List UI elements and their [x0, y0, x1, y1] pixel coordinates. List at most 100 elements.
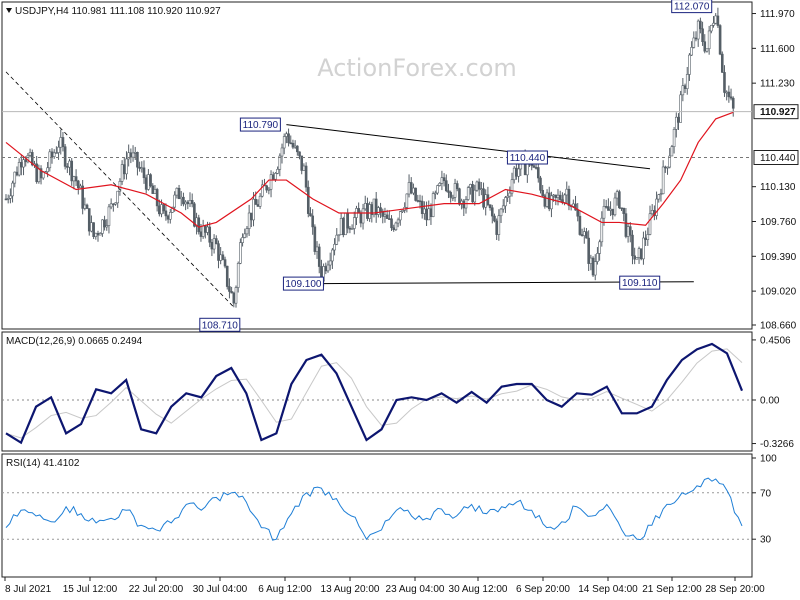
current-price-label: 110.927: [760, 107, 796, 118]
candle-body: [20, 162, 23, 168]
candle-body: [729, 96, 733, 99]
candle-body: [434, 192, 437, 195]
candle-body: [129, 152, 133, 158]
candle-body: [204, 225, 207, 233]
candle-body: [567, 188, 571, 206]
candle-body: [475, 181, 479, 191]
candle-body: [158, 205, 161, 215]
candle-body: [582, 231, 586, 236]
collapse-triangle-icon[interactable]: [6, 8, 12, 13]
candle-body: [188, 200, 192, 205]
time-axis-label: 30 Jul 04:00: [193, 584, 248, 595]
candle-body: [694, 37, 698, 40]
candle-body: [149, 174, 152, 187]
candle-body: [495, 220, 498, 235]
time-axis-label: 21 Sep 12:00: [642, 584, 702, 595]
candle-body: [648, 213, 652, 235]
candle-body: [92, 222, 95, 237]
candle-body: [4, 198, 8, 201]
candle-body: [138, 166, 141, 169]
candle-body: [116, 190, 120, 204]
candle-body: [631, 234, 634, 257]
candle-body: [166, 215, 170, 220]
candle-body: [598, 241, 601, 254]
macd-axis-label: 0.00: [760, 396, 780, 407]
macd-axis-label: 0.4506: [760, 335, 791, 346]
candle-body: [366, 203, 369, 219]
candle-body: [30, 152, 34, 166]
candle-body: [683, 85, 687, 89]
candle-body: [572, 203, 575, 207]
candle-body: [81, 185, 84, 209]
candle-body: [225, 265, 229, 287]
candle-body: [258, 195, 262, 207]
candle-body: [674, 116, 678, 130]
time-axis-label: 13 Aug 20:00: [321, 584, 380, 595]
candle-body: [449, 192, 452, 198]
candle-body: [306, 186, 310, 214]
candle-body: [377, 207, 380, 215]
candle-body: [589, 257, 593, 264]
candle-body: [289, 142, 293, 145]
candle-body: [175, 187, 179, 196]
candle-body: [657, 194, 661, 200]
macd-title: MACD(12,26,9) 0.0665 0.2494: [6, 336, 143, 347]
candle-body: [701, 28, 704, 43]
candle-body: [63, 146, 67, 167]
candle-body: [59, 137, 63, 148]
candle-body: [245, 228, 249, 235]
level-price-tag: [753, 150, 799, 166]
candle-body: [333, 243, 336, 251]
candle-body: [690, 47, 693, 56]
candle-body: [125, 158, 128, 175]
candle-body: [659, 193, 663, 196]
candle-body: [57, 146, 60, 153]
rsi-axis-label: 30: [760, 535, 772, 546]
candle-body: [635, 257, 639, 260]
candle-body: [219, 254, 222, 261]
candle-body: [622, 207, 626, 214]
candle-body: [144, 177, 148, 190]
candle-body: [282, 136, 286, 149]
candle-body: [94, 232, 98, 237]
candle-body: [232, 292, 236, 304]
candle-body: [46, 167, 49, 173]
annotation-box: [282, 276, 324, 291]
candle-body: [254, 198, 258, 205]
candle-body: [547, 192, 551, 210]
candle-body: [600, 217, 604, 243]
candle-body: [383, 214, 387, 217]
candle-body: [13, 171, 17, 184]
candle-body: [186, 201, 190, 205]
candle-body: [626, 226, 630, 237]
candle-body: [504, 197, 507, 207]
candle-body: [666, 166, 669, 169]
level-price-label: 110.440: [760, 153, 796, 164]
candle-body: [107, 206, 111, 226]
candle-body: [171, 206, 174, 213]
candle-body: [153, 189, 157, 194]
candle-body: [37, 168, 41, 183]
candle-body: [508, 192, 512, 197]
candle-body: [173, 194, 176, 208]
candle-body: [337, 234, 341, 237]
candle-body: [206, 226, 209, 233]
candle-body: [469, 184, 472, 188]
price-axis-label: 110.130: [760, 182, 796, 193]
candle-body: [182, 196, 185, 205]
candle-body: [112, 203, 115, 206]
candle-body: [193, 203, 196, 227]
candle-body: [241, 237, 244, 243]
time-axis-label: 30 Aug 12:00: [449, 584, 508, 595]
candle-body: [716, 15, 720, 26]
annotation-box: [239, 117, 281, 132]
time-axis-label: 6 Sep 20:00: [516, 584, 570, 595]
candle-body: [287, 133, 290, 144]
price-title-group: USDJPY,H4 110.981 111.108 110.920 110.92…: [6, 6, 221, 17]
candle-body: [670, 146, 674, 157]
candle-body: [379, 207, 382, 212]
rsi-line: [5, 477, 743, 541]
candle-body: [162, 204, 166, 212]
candle-body: [179, 196, 183, 200]
candle-body: [727, 91, 731, 98]
